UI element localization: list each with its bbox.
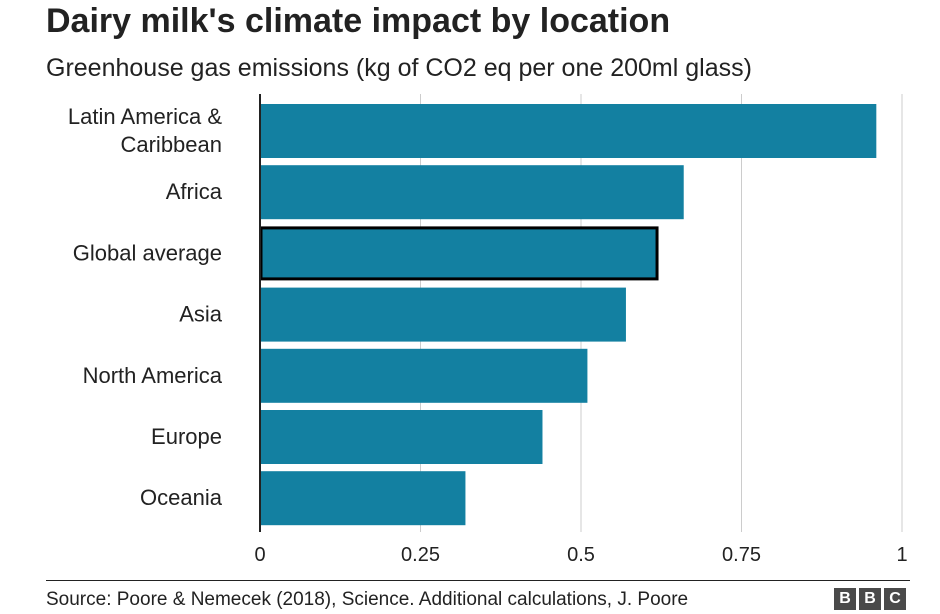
bar-5 bbox=[260, 410, 543, 464]
x-tick-label-2: 0.5 bbox=[567, 544, 595, 566]
category-label-3: Asia bbox=[179, 302, 223, 327]
category-label-1: Africa bbox=[166, 179, 223, 204]
bar-6 bbox=[260, 471, 466, 526]
bar-3 bbox=[260, 287, 626, 342]
category-label-6: Oceania bbox=[140, 485, 223, 510]
logo-letter-3: C bbox=[884, 588, 906, 610]
x-tick-label-4: 1 bbox=[896, 544, 907, 566]
category-label-0-line-0: Latin America & bbox=[68, 104, 222, 129]
logo-letter-2: B bbox=[859, 588, 881, 610]
bar-1 bbox=[260, 165, 684, 220]
x-tick-label-0: 0 bbox=[254, 544, 265, 566]
category-label-4: North America bbox=[83, 363, 223, 388]
bar-4 bbox=[260, 348, 588, 403]
logo-letter-1: B bbox=[834, 588, 856, 610]
category-label-5: Europe bbox=[151, 424, 222, 449]
chart-title: Dairy milk's climate impact by location bbox=[46, 2, 671, 40]
bar-0 bbox=[260, 104, 877, 158]
chart-subtitle: Greenhouse gas emissions (kg of CO2 eq p… bbox=[46, 54, 752, 82]
bar-highlighted bbox=[259, 226, 659, 281]
bar-chart: 0 0.25 0.5 0.75 1 Latin America & Caribbean Afr… bbox=[68, 94, 908, 566]
x-tick-label-1: 0.25 bbox=[401, 544, 440, 566]
footer-divider bbox=[46, 580, 910, 581]
category-label-0-line-1: Caribbean bbox=[120, 132, 222, 157]
category-label-2: Global average bbox=[73, 240, 222, 265]
x-tick-label-3: 0.75 bbox=[722, 544, 761, 566]
source-note: Source: Poore & Nemecek (2018), Science.… bbox=[46, 589, 689, 610]
bbc-logo: B B C bbox=[834, 588, 906, 610]
